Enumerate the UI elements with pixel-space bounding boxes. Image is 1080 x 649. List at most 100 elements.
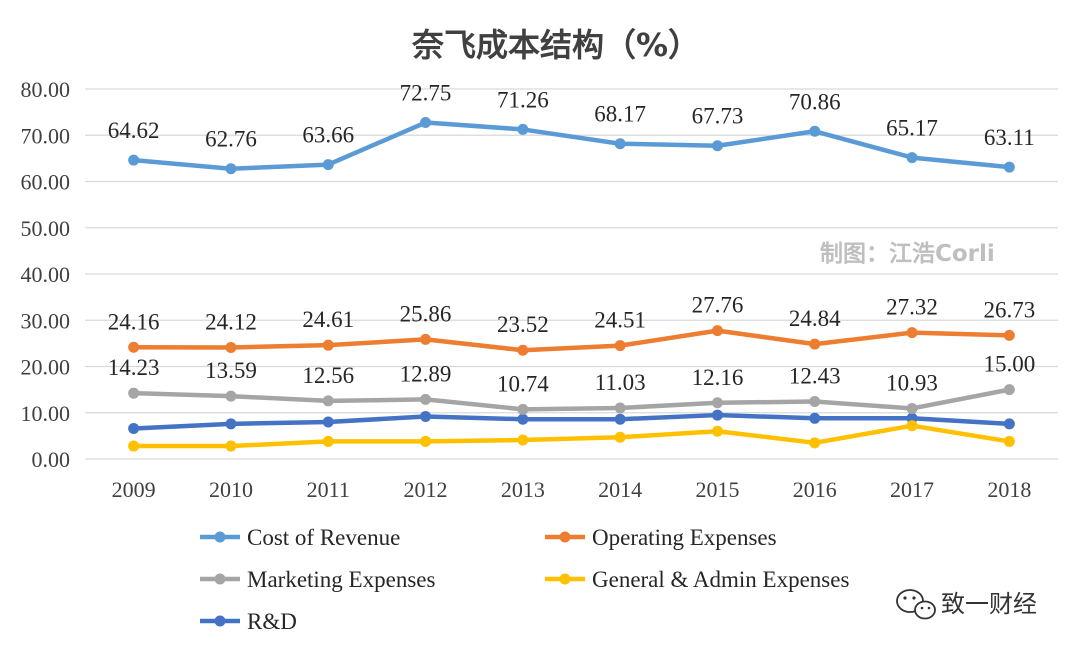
- data-point: [225, 163, 237, 175]
- data-label: 72.75: [400, 81, 452, 106]
- data-label: 24.84: [789, 306, 841, 331]
- series-line: [131, 387, 1012, 412]
- data-label: 68.17: [594, 102, 646, 127]
- series-line: [131, 412, 1012, 431]
- x-tick-label: 2009: [112, 477, 156, 502]
- data-label: 67.73: [692, 104, 744, 129]
- x-axis-ticks: 2009 2010 2011 2012 2013 2014 2015 2016 2017 2018: [112, 477, 1032, 502]
- data-point: [517, 413, 529, 425]
- data-label: 65.17: [886, 116, 938, 141]
- data-point: [420, 333, 432, 345]
- data-point: [711, 325, 723, 337]
- data-label: 24.12: [205, 309, 257, 334]
- data-label: 27.32: [886, 295, 938, 320]
- watermark: 制图：江浩Corli: [820, 241, 995, 267]
- y-tick-label: 80.00: [21, 77, 71, 102]
- data-point: [906, 402, 918, 414]
- data-point: [420, 435, 432, 447]
- data-point: [711, 140, 723, 152]
- data-point: [517, 434, 529, 446]
- data-label: 23.52: [497, 312, 549, 337]
- data-point: [614, 413, 626, 425]
- series-line: [131, 328, 1012, 353]
- legend: Cost of Revenue Operating Expenses Marketi…: [200, 525, 849, 634]
- data-point: [517, 344, 529, 356]
- series-general-admin-expenses: [128, 420, 1015, 452]
- data-point: [1003, 418, 1015, 430]
- data-point: [322, 416, 334, 428]
- data-label: 24.61: [302, 307, 354, 332]
- series-line: [131, 120, 1012, 171]
- legend-label: Cost of Revenue: [247, 525, 400, 550]
- data-point: [1003, 384, 1015, 396]
- credit-text: 致一财经: [941, 590, 1037, 618]
- legend-label: General & Admin Expenses: [592, 567, 849, 592]
- data-label: 62.76: [205, 127, 257, 152]
- data-label: 14.23: [108, 355, 160, 380]
- legend-item: Operating Expenses: [545, 525, 777, 550]
- x-tick-label: 2018: [987, 477, 1031, 502]
- data-point: [420, 410, 432, 422]
- data-point: [809, 125, 821, 137]
- data-point: [322, 159, 334, 171]
- data-label: 12.43: [789, 364, 841, 389]
- legend-label: Operating Expenses: [592, 525, 777, 550]
- data-label: 24.51: [594, 308, 646, 333]
- data-point: [225, 440, 237, 452]
- y-tick-label: 40.00: [21, 262, 71, 287]
- data-label: 26.73: [983, 297, 1035, 322]
- y-tick-label: 50.00: [21, 216, 71, 241]
- data-point: [322, 435, 334, 447]
- data-labels: 64.62 62.76 63.66 72.75 71.26 68.17 67.73 70.86…: [108, 81, 1035, 397]
- data-point: [128, 440, 140, 452]
- data-point: [322, 395, 334, 407]
- data-label: 63.66: [302, 123, 354, 148]
- gridlines: [85, 88, 1058, 460]
- x-tick-label: 2015: [695, 477, 739, 502]
- data-label: 13.59: [205, 358, 257, 383]
- data-point: [225, 418, 237, 430]
- series-line: [131, 423, 1012, 449]
- x-tick-label: 2017: [890, 477, 934, 502]
- data-point: [128, 341, 140, 353]
- data-point: [906, 152, 918, 164]
- data-point: [1003, 329, 1015, 341]
- data-label: 12.56: [302, 363, 354, 388]
- data-point: [517, 123, 529, 135]
- data-point: [225, 390, 237, 402]
- x-tick-label: 2012: [404, 477, 448, 502]
- data-label: 12.89: [400, 361, 452, 386]
- data-point: [420, 117, 432, 129]
- data-point: [517, 403, 529, 415]
- legend-item: R&D: [200, 609, 297, 634]
- data-label: 25.86: [400, 301, 452, 326]
- data-label: 11.03: [595, 370, 646, 395]
- data-point: [711, 397, 723, 409]
- credit-mark: 致一财经: [896, 589, 1037, 620]
- data-label: 12.16: [692, 365, 744, 390]
- data-label: 27.76: [692, 293, 744, 318]
- data-point: [906, 327, 918, 339]
- data-label: 10.93: [886, 370, 938, 395]
- y-tick-label: 30.00: [21, 308, 71, 333]
- data-point: [128, 422, 140, 434]
- data-point: [225, 341, 237, 353]
- data-point: [322, 339, 334, 351]
- x-tick-label: 2013: [501, 477, 545, 502]
- y-axis-ticks: 0.00 10.00 20.00 30.00 40.00 50.00 60.00 70.00 8…: [21, 77, 71, 472]
- x-tick-label: 2014: [598, 477, 642, 502]
- legend-label: Marketing Expenses: [247, 567, 435, 592]
- data-point: [809, 396, 821, 408]
- data-point: [614, 431, 626, 443]
- legend-label: R&D: [247, 609, 297, 634]
- x-tick-label: 2016: [793, 477, 837, 502]
- y-tick-label: 10.00: [21, 401, 71, 426]
- wechat-icon: [896, 589, 936, 620]
- y-tick-label: 20.00: [21, 355, 71, 380]
- chart-title: 奈飞成本结构（%）: [411, 26, 700, 64]
- data-point: [711, 425, 723, 437]
- legend-item: Marketing Expenses: [200, 567, 435, 592]
- series-marketing-expenses: [128, 384, 1015, 415]
